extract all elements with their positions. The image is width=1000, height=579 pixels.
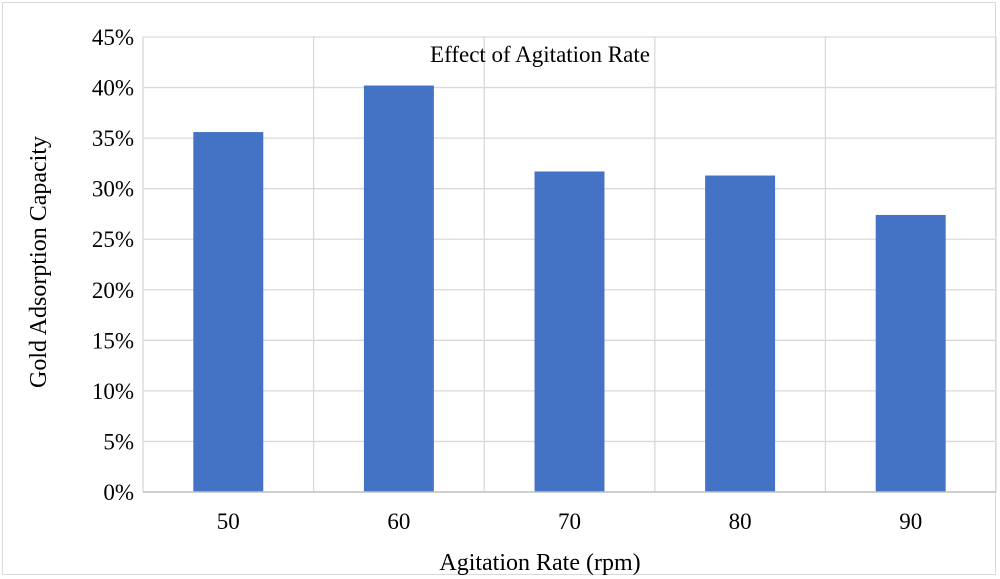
y-tick-label: 40% <box>92 76 134 101</box>
y-tick-label: 45% <box>92 25 134 50</box>
x-tick-label: 80 <box>729 509 752 534</box>
x-tick-labels: 50 60 70 80 90 <box>217 509 922 534</box>
y-tick-label: 0% <box>103 480 134 505</box>
y-tick-label: 20% <box>92 278 134 303</box>
y-axis-title: Gold Adsorption Capacity <box>26 136 52 388</box>
y-tick-label: 30% <box>92 177 134 202</box>
x-tick-label: 70 <box>558 509 581 534</box>
y-tick-label: 10% <box>92 379 134 404</box>
y-tick-label: 35% <box>92 126 134 151</box>
y-tick-label: 5% <box>103 429 134 454</box>
gridlines <box>142 36 997 492</box>
y-tick-labels: 0% 5% 10% 15% 20% 25% 30% 35% 40% 45% <box>92 25 134 505</box>
x-tick-label: 90 <box>899 509 922 534</box>
bar-90 <box>875 214 946 492</box>
bar-50 <box>193 132 264 493</box>
bar-80 <box>705 175 776 492</box>
y-tick-label: 25% <box>92 227 134 252</box>
x-tick-label: 60 <box>387 509 410 534</box>
y-tick-label: 15% <box>92 328 134 353</box>
x-axis-title: Agitation Rate (rpm) <box>439 550 640 576</box>
bar-70 <box>534 171 605 492</box>
chart-title: Effect of Agitation Rate <box>430 42 650 67</box>
bar-60 <box>363 85 434 493</box>
x-tick-label: 50 <box>217 509 240 534</box>
bars <box>193 85 946 493</box>
